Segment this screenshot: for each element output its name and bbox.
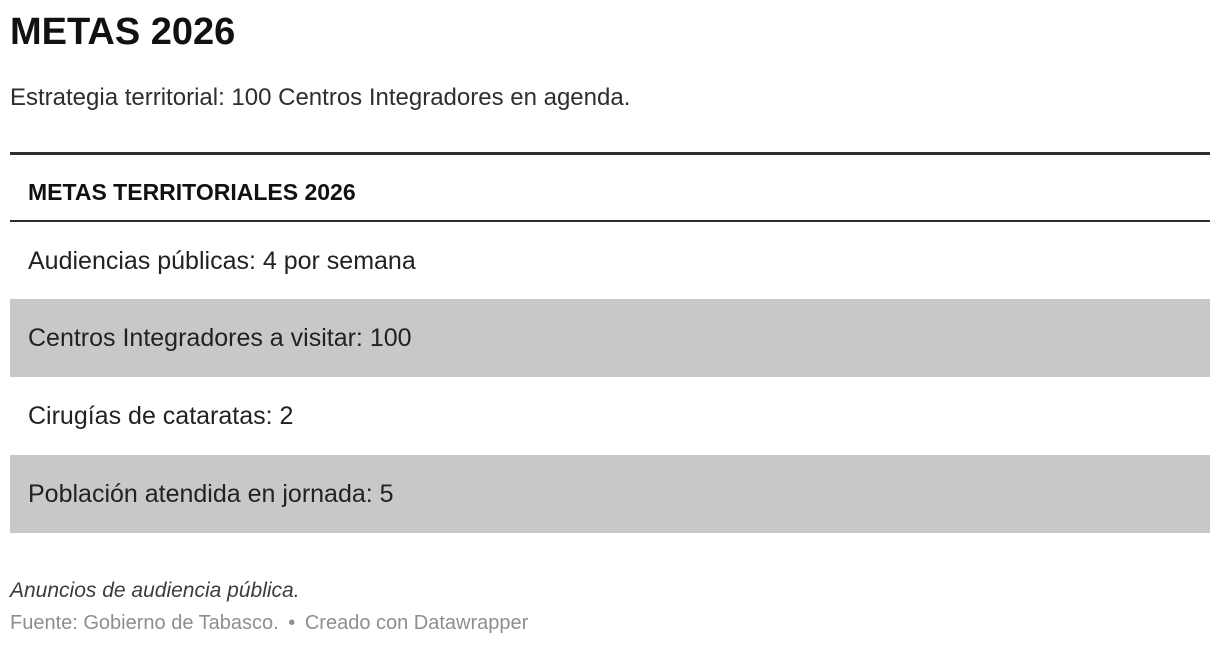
source-separator: • xyxy=(288,612,296,634)
table-row: Centros Integradores a visitar: 100 xyxy=(10,299,1210,377)
table-cell: Audiencias públicas: 4 por semana xyxy=(28,246,416,275)
table-body: Audiencias públicas: 4 por semana Centro… xyxy=(10,221,1210,533)
source-line: Fuente: Gobierno de Tabasco. • Creado co… xyxy=(10,611,1210,635)
table-head: METAS TERRITORIALES 2026 xyxy=(10,152,1210,222)
column-header: METAS TERRITORIALES 2026 xyxy=(10,152,1210,222)
metas-table: METAS TERRITORIALES 2026 Audiencias públ… xyxy=(10,152,1210,533)
table-row: Audiencias públicas: 4 por semana xyxy=(10,221,1210,299)
table-header-row: METAS TERRITORIALES 2026 xyxy=(10,152,1210,222)
table-cell: Población atendida en jornada: 5 xyxy=(10,455,1210,533)
table-cell: Cirugías de cataratas: 2 xyxy=(28,402,294,430)
page-subtitle: Estrategia territorial: 100 Centros Inte… xyxy=(10,84,631,111)
source-text: Fuente: Gobierno de Tabasco. xyxy=(10,612,279,634)
table-row: Población atendida en jornada: 5 xyxy=(10,455,1210,533)
page-title: METAS 2026 xyxy=(10,11,236,53)
table-cell: Centros Integradores a visitar: 100 xyxy=(10,299,1210,377)
datawrapper-attribution-link[interactable]: Creado con Datawrapper xyxy=(304,612,529,634)
table-row: Cirugías de cataratas: 2 xyxy=(10,377,1210,455)
footer-note: Anuncios de audiencia pública. xyxy=(10,579,300,602)
